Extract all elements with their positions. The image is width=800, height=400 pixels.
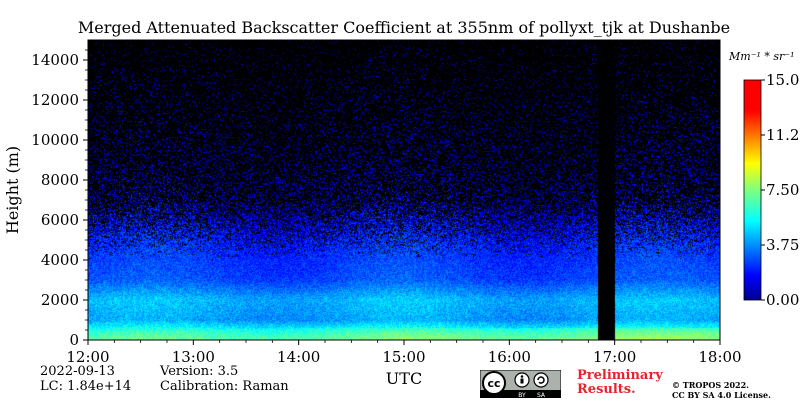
y-tick-label: 10000 — [31, 131, 79, 149]
y-axis-label: Height (m) — [3, 146, 22, 234]
copyright-line-2: CC BY SA 4.0 License. — [672, 390, 771, 400]
y-tick-label: 6000 — [41, 211, 79, 229]
y-tick-label: 14000 — [31, 51, 79, 69]
colorbar-tick-label: 0.00 — [766, 291, 799, 309]
copyright-line-1: © TROPOS 2022. — [672, 380, 749, 390]
preliminary-line-2: Results. — [577, 382, 636, 397]
calibration-text: Calibration: Raman — [160, 379, 289, 394]
x-tick-label: 12:00 — [66, 348, 109, 366]
y-axis: 0 2000 4000 6000 8000 10000 12000 14000 — [31, 49, 88, 349]
date-text: 2022-09-13 — [40, 364, 115, 379]
x-axis: 12:00 13:00 14:00 15:00 16:00 17:00 18:00 — [66, 340, 742, 366]
x-tick-label: 17:00 — [593, 348, 636, 366]
colorbar-unit-label: Mm⁻¹ * sr⁻¹ — [728, 50, 795, 63]
colorbar-tick-label: 7.50 — [766, 181, 799, 199]
x-tick-label: 14:00 — [277, 348, 320, 366]
y-tick-label: 12000 — [31, 91, 79, 109]
svg-text:BY: BY — [518, 392, 526, 398]
x-tick-label: 18:00 — [698, 348, 741, 366]
colorbar-tick-label: 11.25 — [766, 126, 800, 144]
colorbar-tick-label: 15.00 — [766, 71, 800, 89]
preliminary-line-1: Preliminary — [577, 368, 663, 383]
x-tick-label: 13:00 — [172, 348, 215, 366]
heatmap-plot — [87, 39, 721, 341]
svg-text:cc: cc — [487, 377, 500, 390]
y-tick-label: 0 — [69, 331, 79, 349]
version-text: Version: 3.5 — [160, 364, 239, 379]
x-axis-label: UTC — [386, 369, 422, 388]
x-tick-label: 16:00 — [488, 348, 531, 366]
x-tick-label: 15:00 — [382, 348, 425, 366]
cc-by-sa-license-logo: cc BY SA — [480, 370, 561, 398]
lidar-constant-text: LC: 1.84e+14 — [40, 379, 132, 394]
colorbar: Mm⁻¹ * sr⁻¹ 0.00 3.75 7.50 11.25 15.00 — [728, 50, 800, 309]
svg-text:SA: SA — [537, 392, 546, 398]
chart-title: Merged Attenuated Backscatter Coefficien… — [78, 18, 730, 37]
preliminary-notice: Preliminary Results. — [577, 369, 663, 397]
y-tick-label: 8000 — [41, 171, 79, 189]
y-tick-label: 2000 — [41, 291, 79, 309]
y-tick-label: 4000 — [41, 251, 79, 269]
colorbar-scale — [743, 79, 762, 301]
colorbar-tick-label: 3.75 — [766, 236, 799, 254]
copyright-notice: © TROPOS 2022. CC BY SA 4.0 License. — [672, 380, 771, 400]
